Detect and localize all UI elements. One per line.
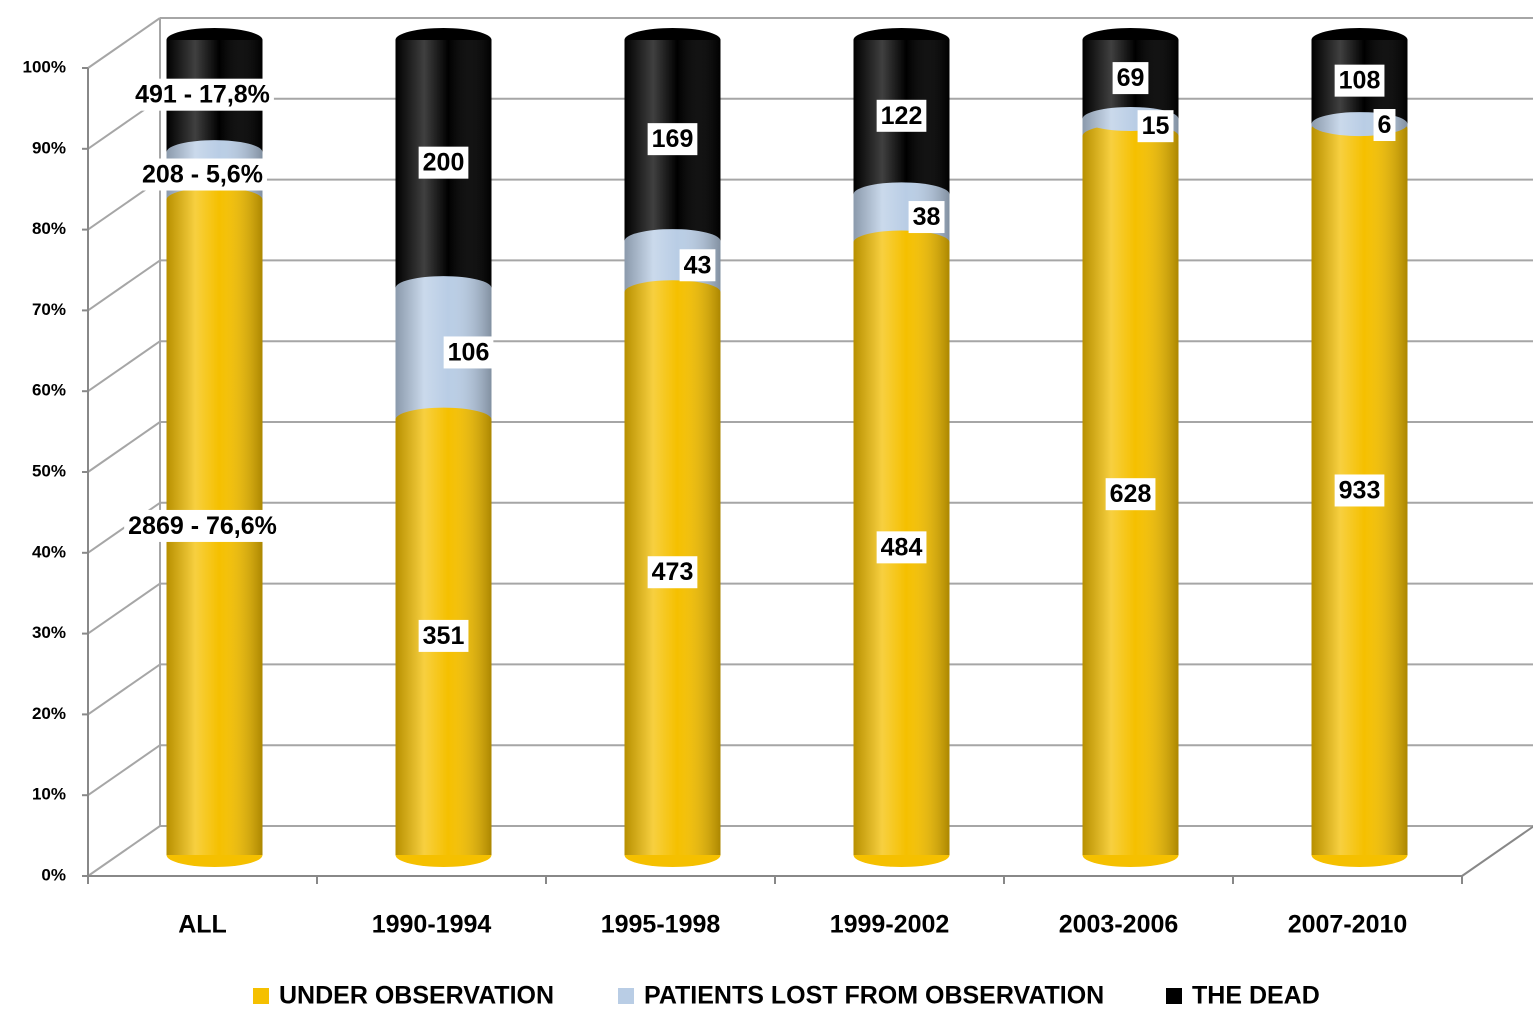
- label-bg: [1373, 109, 1396, 142]
- y-tick-label: 50%: [32, 461, 66, 480]
- bar-group: [624, 28, 721, 867]
- label-bg: [138, 158, 267, 191]
- bar-shading: [853, 40, 950, 855]
- bar-shading: [624, 40, 721, 855]
- data-label: 6: [1378, 111, 1392, 139]
- legend-swatch: [1166, 988, 1182, 1004]
- label-bg: [443, 336, 494, 369]
- bar-group: [1311, 28, 1408, 867]
- legend-label: PATIENTS LOST FROM OBSERVATION: [644, 982, 1104, 1009]
- label-bg: [876, 99, 927, 132]
- data-label: 122: [881, 102, 923, 130]
- bar-group: [853, 28, 950, 867]
- x-tick-label: 2007-2010: [1288, 911, 1408, 939]
- data-label: 628: [1110, 480, 1152, 508]
- data-label: 106: [448, 338, 490, 366]
- grid-diagonal: [87, 421, 161, 473]
- data-label: 208 - 5,6%: [142, 161, 263, 189]
- y-tick-label: 60%: [32, 381, 66, 400]
- y-tick-label: 0%: [41, 865, 66, 884]
- label-bg: [1112, 62, 1149, 95]
- y-tick-label: 90%: [32, 138, 66, 157]
- label-bg: [908, 201, 945, 234]
- y-tick-label: 20%: [32, 704, 66, 723]
- label-bg: [124, 509, 281, 542]
- x-tick-label: ALL: [178, 911, 227, 939]
- data-label: 38: [913, 203, 941, 231]
- legend-label: UNDER OBSERVATION: [279, 982, 554, 1009]
- bar-group: [166, 28, 263, 867]
- grid-diagonal: [87, 340, 161, 393]
- data-label: 491 - 17,8%: [135, 81, 270, 109]
- bar-group: [1082, 28, 1179, 867]
- floor-right: [1461, 825, 1533, 877]
- label-bg: [647, 556, 698, 589]
- grid-diagonal: [87, 663, 161, 716]
- data-label: 473: [652, 558, 694, 586]
- legend-label: THE DEAD: [1192, 982, 1320, 1009]
- x-tick-label: 2003-2006: [1059, 911, 1179, 939]
- data-label: 200: [423, 149, 465, 177]
- label-bg: [876, 531, 927, 564]
- legend-swatch: [253, 988, 269, 1004]
- label-bg: [1334, 64, 1385, 97]
- bar-shading: [1082, 40, 1179, 855]
- data-label: 351: [423, 622, 465, 650]
- y-tick-label: 30%: [32, 623, 66, 642]
- y-tick-label: 80%: [32, 219, 66, 238]
- label-bg: [1334, 474, 1385, 507]
- data-label: 169: [652, 125, 694, 153]
- y-tick-label: 70%: [32, 300, 66, 319]
- label-bg: [418, 146, 469, 179]
- grid-diagonal: [87, 259, 161, 312]
- data-label: 69: [1117, 64, 1145, 92]
- x-tick-label: 1990-1994: [372, 911, 492, 939]
- data-label: 108: [1339, 67, 1381, 95]
- bar-shading: [1311, 40, 1408, 855]
- grid-diagonal: [87, 825, 161, 877]
- bar-group: [395, 28, 492, 867]
- x-tick-label: 1995-1998: [601, 911, 721, 939]
- label-bg: [1105, 478, 1156, 511]
- legend-swatch: [618, 988, 634, 1004]
- label-bg: [647, 123, 698, 156]
- grid-diagonal: [87, 744, 161, 797]
- x-tick-label: 1999-2002: [830, 911, 950, 939]
- y-tick-label: 10%: [32, 785, 66, 804]
- data-label: 933: [1339, 476, 1381, 504]
- y-tick-label: 40%: [32, 542, 66, 561]
- label-bg: [131, 78, 274, 111]
- label-bg: [418, 619, 469, 652]
- data-label: 15: [1142, 112, 1170, 140]
- data-label: 484: [881, 533, 923, 561]
- label-bg: [1137, 110, 1174, 143]
- data-label: 43: [684, 251, 712, 279]
- data-label: 2869 - 76,6%: [128, 512, 277, 540]
- grid-diagonal: [87, 582, 161, 635]
- grid-diagonal: [87, 17, 161, 69]
- label-bg: [679, 249, 716, 282]
- y-tick-label: 100%: [23, 57, 66, 76]
